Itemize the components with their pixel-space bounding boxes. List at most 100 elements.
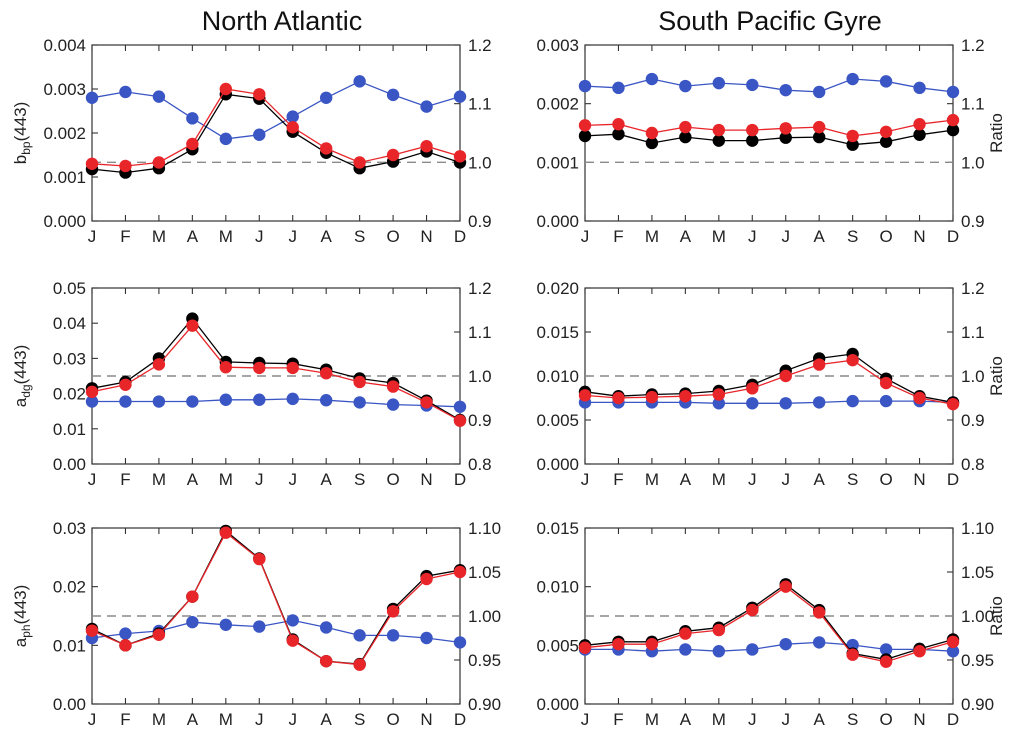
data-point-blue — [85, 91, 99, 105]
data-point-red — [219, 82, 233, 96]
series-blue — [578, 72, 960, 99]
x-tick-label: F — [613, 710, 623, 729]
y-tick-label: 0.005 — [536, 636, 579, 655]
y2-tick-label: 1.10 — [468, 519, 501, 538]
y2-tick-label: 0.95 — [468, 651, 501, 670]
data-point-blue — [420, 631, 433, 645]
y2-tick-label: 1.1 — [961, 323, 985, 342]
data-point-red — [85, 385, 99, 399]
y-tick-label: 0.003 — [536, 36, 579, 55]
x-tick-label: D — [454, 470, 466, 489]
data-point-blue — [879, 75, 893, 88]
x-tick-label: F — [120, 470, 130, 489]
y-axis-label: bbp(443) — [11, 102, 33, 165]
y2-tick-label: 1.00 — [961, 607, 994, 626]
data-point-red — [386, 380, 400, 393]
y-tick-label: 0.003 — [43, 80, 86, 99]
y2-tick-label: 0.95 — [961, 651, 994, 670]
x-tick-label: J — [581, 470, 590, 489]
x-tick-label: A — [680, 227, 692, 246]
y2-tick-label: 0.8 — [468, 455, 492, 474]
data-point-black — [746, 134, 759, 147]
panel-6: J F M A M J J A S O N D 0.000 0.005 0.010 0.015 0.90 0.95… — [536, 519, 1006, 729]
data-point-red — [219, 361, 233, 374]
series-blue — [85, 614, 467, 649]
data-point-red — [846, 648, 859, 661]
data-point-black — [645, 136, 659, 150]
x-tick-label: A — [187, 470, 199, 489]
x-tick-label: M — [152, 470, 166, 489]
data-point-red — [645, 637, 659, 651]
y-tick-label: 0.001 — [536, 153, 579, 172]
data-point-black — [812, 130, 826, 144]
data-point-red — [746, 382, 759, 395]
data-point-blue — [879, 643, 893, 656]
data-point-red — [946, 113, 960, 127]
data-point-red — [119, 159, 132, 173]
y-tick-label: 0.00 — [53, 455, 86, 474]
x-tick-label: O — [879, 227, 892, 246]
data-point-red — [253, 88, 266, 101]
data-point-red — [578, 641, 592, 654]
data-point-red — [812, 358, 826, 371]
data-point-red — [712, 123, 726, 137]
y2-axis-label: Ratio — [987, 596, 1006, 636]
data-point-blue — [219, 393, 233, 406]
data-point-blue — [712, 645, 726, 658]
data-point-black — [879, 135, 893, 148]
x-tick-label: O — [879, 470, 892, 489]
y2-tick-label: 0.9 — [468, 411, 492, 430]
y-tick-label: 0.004 — [43, 36, 86, 55]
y-tick-label: 0.01 — [53, 636, 86, 655]
x-tick-label: D — [947, 227, 959, 246]
data-point-red — [913, 391, 926, 405]
data-point-blue — [253, 620, 266, 633]
y-tick-label: 0.02 — [53, 578, 86, 597]
y-tick-label: 0.010 — [536, 367, 579, 386]
x-tick-label: J — [88, 227, 97, 246]
data-point-red — [119, 639, 132, 652]
data-point-red — [879, 655, 893, 668]
data-point-red — [353, 156, 366, 169]
x-tick-label: O — [386, 710, 399, 729]
data-point-blue — [319, 91, 333, 105]
x-tick-label: O — [879, 710, 892, 729]
y-tick-label: 0.002 — [43, 124, 86, 143]
data-point-blue — [286, 392, 299, 406]
data-point-red — [85, 157, 99, 170]
x-tick-label: A — [187, 227, 199, 246]
data-point-red — [913, 118, 926, 131]
y-tick-label: 0.002 — [536, 95, 579, 114]
x-tick-label: J — [581, 227, 590, 246]
data-point-blue — [453, 90, 467, 103]
x-tick-label: M — [645, 710, 659, 729]
data-point-blue — [253, 393, 266, 406]
series-line-blue — [584, 78, 954, 93]
data-point-blue — [779, 83, 792, 97]
y-tick-label: 0.000 — [536, 695, 579, 714]
data-point-red — [645, 126, 659, 140]
y2-tick-label: 0.9 — [961, 411, 985, 430]
y-tick-label: 0.02 — [53, 385, 86, 404]
data-point-blue — [812, 396, 826, 409]
y2-tick-label: 1.05 — [961, 563, 994, 582]
y2-tick-label: 1.0 — [961, 153, 985, 172]
data-point-blue — [119, 627, 132, 640]
data-point-blue — [946, 645, 960, 658]
y2-tick-label: 1.0 — [468, 153, 492, 172]
x-tick-label: J — [88, 710, 97, 729]
x-tick-label: M — [219, 227, 233, 246]
y2-axis-label: Ratio — [987, 356, 1006, 396]
data-point-blue — [846, 72, 859, 86]
data-point-red — [152, 156, 166, 169]
y-axis-label-suffix: (443) — [11, 585, 30, 625]
series-line-black — [91, 529, 461, 665]
data-point-red — [453, 565, 467, 579]
y-tick-label: 0.04 — [53, 314, 86, 333]
data-point-red — [386, 605, 400, 618]
x-tick-label: A — [814, 227, 826, 246]
x-tick-label: S — [847, 710, 858, 729]
x-tick-label: M — [645, 470, 659, 489]
data-point-red — [913, 645, 926, 658]
x-tick-label: D — [454, 227, 466, 246]
